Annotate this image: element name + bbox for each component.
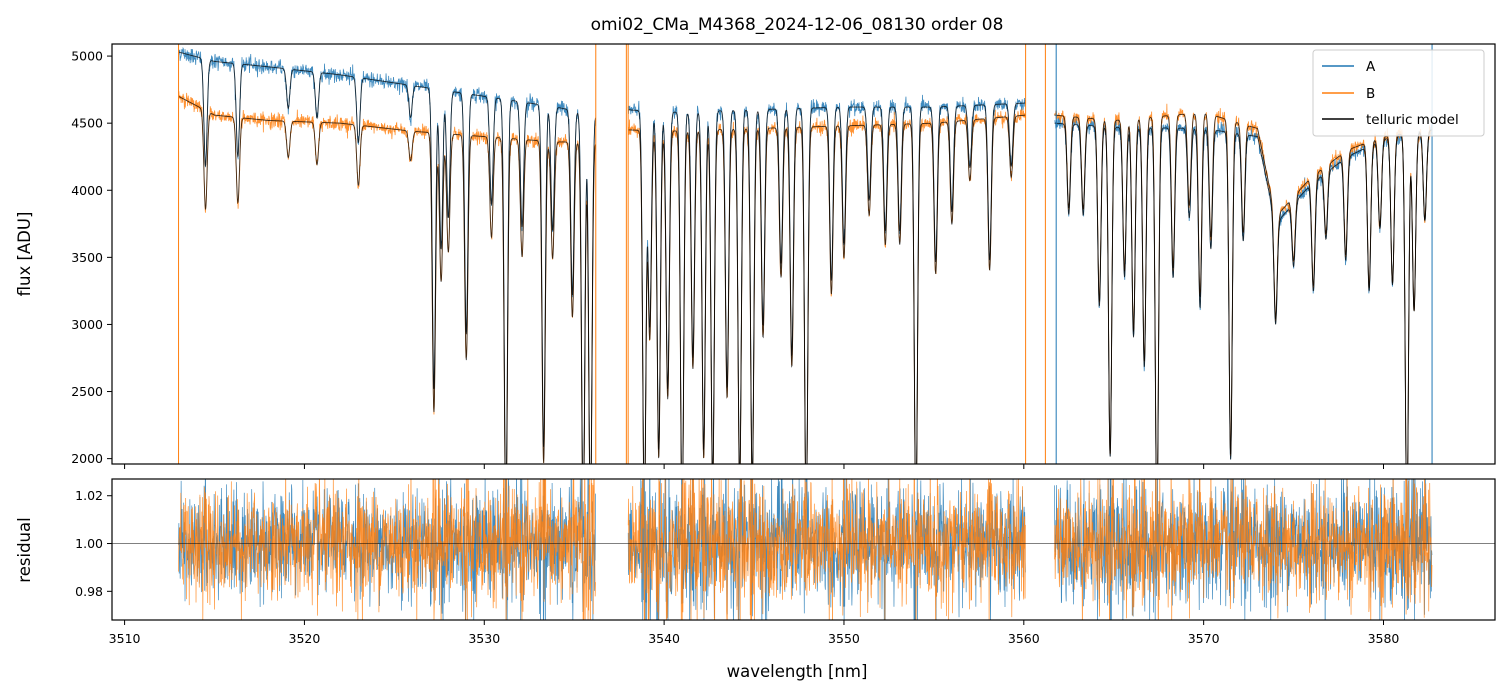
flux-y-tick-label: 3500 xyxy=(71,250,103,265)
flux-axes-frame xyxy=(111,43,1496,465)
telluric-model-line-b xyxy=(178,95,1433,464)
flux-y-tick-label: 4000 xyxy=(71,183,103,198)
legend-label-a: A xyxy=(1366,59,1376,75)
residual-y-tick-label: 1.00 xyxy=(75,536,103,551)
flux-y-tick-label: 3000 xyxy=(71,317,103,332)
flux-y-tick-label: 4500 xyxy=(71,116,103,131)
legend-label-telluric: telluric model xyxy=(1366,112,1459,128)
x-tick-label: 3540 xyxy=(648,631,680,646)
flux-plot-area xyxy=(178,44,1433,464)
residual-y-ticks: 0.98 1.00 1.02 xyxy=(75,488,112,599)
residual-x-ticks: 3510 3520 3530 3540 3550 3560 3570 3580 xyxy=(109,620,1400,646)
flux-x-ticks xyxy=(124,464,1384,469)
residual-axes-frame xyxy=(111,478,1496,621)
x-tick-label: 3580 xyxy=(1368,631,1400,646)
residual-b-line xyxy=(178,479,1433,620)
residual-panel: 0.98 1.00 1.02 3510 3520 3530 3540 3550 3560 357… xyxy=(15,478,1496,681)
residual-y-axis-label: residual xyxy=(15,517,34,582)
legend-label-b: B xyxy=(1366,86,1375,102)
residual-y-tick-label: 0.98 xyxy=(75,584,103,599)
x-tick-label: 3530 xyxy=(468,631,500,646)
flux-y-axis-label: flux [ADU] xyxy=(15,212,34,297)
x-tick-label: 3560 xyxy=(1008,631,1040,646)
flux-y-tick-label: 2000 xyxy=(71,451,103,466)
residual-plot-area xyxy=(112,479,1495,620)
x-tick-label: 3510 xyxy=(109,631,141,646)
flux-y-tick-label: 2500 xyxy=(71,384,103,399)
x-tick-label: 3570 xyxy=(1188,631,1220,646)
x-tick-label: 3550 xyxy=(828,631,860,646)
flux-y-tick-label: 5000 xyxy=(71,49,103,64)
x-tick-label: 3520 xyxy=(289,631,321,646)
x-axis-label: wavelength [nm] xyxy=(727,662,868,681)
flux-y-ticks: 2000 2500 3000 3500 4000 4500 5000 xyxy=(71,49,112,466)
legend-box xyxy=(1312,49,1485,137)
legend: A B telluric model xyxy=(1312,49,1485,137)
residual-y-tick-label: 1.02 xyxy=(75,488,103,503)
chart-title: omi02_CMa_M4368_2024-12-06_08130 order 0… xyxy=(591,15,1004,35)
